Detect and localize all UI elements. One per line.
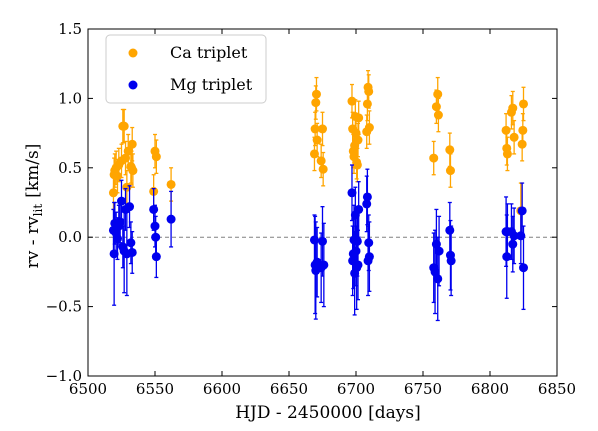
data-point-ca-triplet bbox=[128, 166, 138, 176]
data-point-ca-triplet bbox=[311, 98, 321, 108]
data-point-mg-triplet bbox=[352, 236, 362, 246]
data-point-ca-triplet bbox=[364, 123, 374, 133]
legend-marker-ca-triplet bbox=[128, 48, 138, 58]
data-point-ca-triplet bbox=[353, 135, 363, 145]
data-point-ca-triplet bbox=[312, 135, 322, 145]
y-tick-label: 0.0 bbox=[58, 228, 82, 246]
x-axis-title: HJD - 2450000 [days] bbox=[235, 403, 421, 423]
series-ca-triplet bbox=[108, 69, 528, 240]
data-point-mg-triplet bbox=[127, 247, 137, 257]
data-point-mg-triplet bbox=[117, 196, 126, 206]
data-point-ca-triplet bbox=[445, 145, 455, 155]
legend-label-ca-triplet: Ca triplet bbox=[170, 43, 248, 62]
data-point-mg-triplet bbox=[318, 236, 327, 246]
y-tick-label: 0.5 bbox=[58, 159, 82, 177]
data-point-mg-triplet bbox=[364, 252, 374, 262]
data-point-mg-triplet bbox=[125, 202, 135, 212]
data-point-ca-triplet bbox=[508, 103, 518, 113]
data-point-mg-triplet bbox=[446, 256, 456, 266]
data-point-mg-triplet bbox=[519, 263, 528, 273]
legend-box bbox=[105, 34, 267, 104]
data-point-mg-triplet bbox=[433, 274, 443, 284]
y-tick-label: −0.5 bbox=[46, 298, 82, 316]
data-point-mg-triplet bbox=[508, 239, 518, 249]
x-tick-label: 6550 bbox=[136, 380, 174, 398]
data-point-ca-triplet bbox=[502, 149, 512, 159]
data-point-ca-triplet bbox=[519, 99, 528, 109]
data-point-ca-triplet bbox=[347, 96, 357, 106]
x-tick-label: 6600 bbox=[203, 380, 241, 398]
data-point-ca-triplet bbox=[429, 153, 439, 163]
data-point-mg-triplet bbox=[319, 260, 329, 270]
y-tick-label: 1.5 bbox=[58, 20, 82, 38]
data-point-mg-triplet bbox=[362, 199, 372, 209]
data-point-mg-triplet bbox=[364, 238, 374, 248]
plot-layer bbox=[88, 69, 557, 322]
x-axis-ticks: 6500 6550 6600 6650 6700 6750 6800 6850 bbox=[69, 29, 576, 398]
data-point-ca-triplet bbox=[433, 89, 443, 99]
data-point-ca-triplet bbox=[119, 121, 129, 131]
data-point-mg-triplet bbox=[150, 221, 160, 231]
y-axis-title: rv - rvlit [km/s] bbox=[23, 144, 45, 269]
data-point-mg-triplet bbox=[351, 246, 361, 256]
data-point-ca-triplet bbox=[166, 179, 176, 189]
data-point-ca-triplet bbox=[318, 164, 328, 174]
data-point-mg-triplet bbox=[353, 260, 363, 270]
data-point-ca-triplet bbox=[433, 110, 443, 120]
data-point-ca-triplet bbox=[501, 125, 511, 135]
data-point-mg-triplet bbox=[347, 188, 357, 198]
data-point-mg-triplet bbox=[509, 231, 519, 241]
data-point-ca-triplet bbox=[316, 156, 326, 166]
y-tick-label: −1.0 bbox=[46, 367, 82, 385]
y-axis-ticks: −1.0 −0.5 0.0 0.5 1.0 1.5 bbox=[46, 20, 557, 385]
data-point-mg-triplet bbox=[445, 225, 455, 235]
data-point-ca-triplet bbox=[318, 124, 327, 134]
data-point-ca-triplet bbox=[354, 113, 364, 123]
y-axis-title-main: rv - rv bbox=[23, 216, 43, 268]
data-point-ca-triplet bbox=[112, 171, 122, 181]
data-point-ca-triplet bbox=[364, 86, 374, 96]
y-axis-title-unit: [km/s] bbox=[23, 144, 43, 198]
data-point-mg-triplet bbox=[126, 238, 136, 248]
data-point-mg-triplet bbox=[362, 192, 372, 202]
data-point-ca-triplet bbox=[127, 139, 137, 149]
data-point-mg-triplet bbox=[166, 214, 176, 224]
data-point-mg-triplet bbox=[517, 206, 527, 216]
data-point-ca-triplet bbox=[509, 132, 519, 142]
data-point-ca-triplet bbox=[431, 102, 441, 112]
y-axis-title-subscript: lit bbox=[31, 204, 45, 217]
data-point-ca-triplet bbox=[151, 152, 161, 162]
x-tick-label: 6650 bbox=[270, 380, 308, 398]
y-tick-label: 1.0 bbox=[58, 89, 82, 107]
series-mg-triplet bbox=[108, 164, 528, 322]
x-tick-label: 6700 bbox=[337, 380, 375, 398]
data-point-ca-triplet bbox=[311, 89, 321, 99]
data-point-ca-triplet bbox=[445, 166, 455, 176]
data-point-ca-triplet bbox=[518, 125, 528, 135]
legend: Ca triplet Mg triplet bbox=[105, 34, 267, 104]
data-point-mg-triplet bbox=[434, 246, 444, 256]
x-tick-label: 6850 bbox=[538, 380, 576, 398]
plot-frame bbox=[87, 28, 558, 377]
x-tick-label: 6500 bbox=[69, 380, 107, 398]
data-point-mg-triplet bbox=[149, 204, 159, 214]
x-tick-label: 6800 bbox=[471, 380, 509, 398]
data-point-mg-triplet bbox=[354, 204, 364, 214]
x-tick-label: 6750 bbox=[404, 380, 442, 398]
data-point-ca-triplet bbox=[108, 188, 118, 198]
data-point-mg-triplet bbox=[151, 252, 161, 262]
legend-label-mg-triplet: Mg triplet bbox=[170, 75, 253, 94]
data-point-mg-triplet bbox=[151, 232, 161, 242]
legend-marker-mg-triplet bbox=[128, 80, 138, 90]
data-point-ca-triplet bbox=[352, 160, 362, 170]
